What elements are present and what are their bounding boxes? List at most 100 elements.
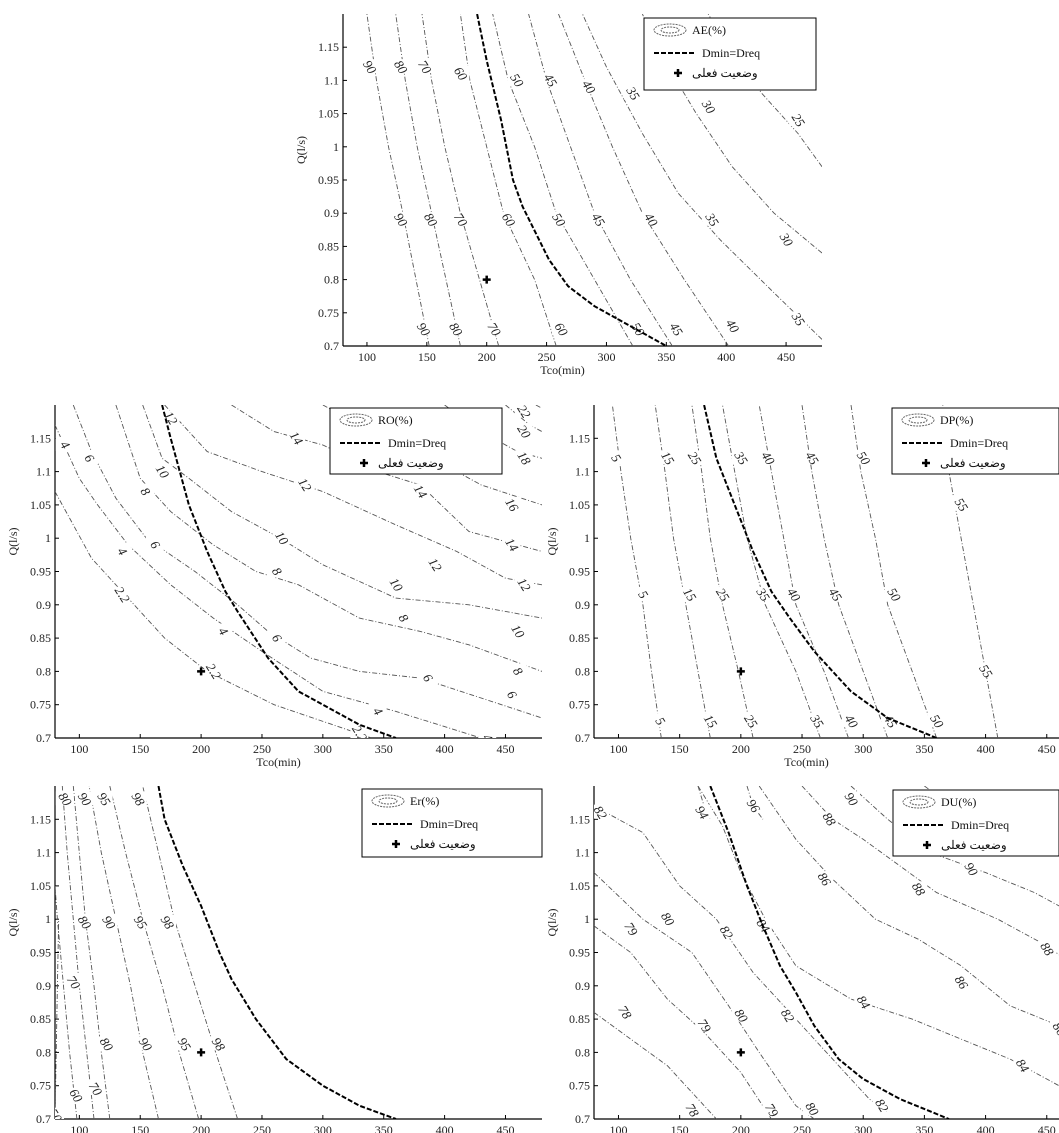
y-tick-label: 0.9 bbox=[36, 598, 51, 612]
legend-dmin-label: Dmin=Dreq bbox=[950, 436, 1008, 450]
contour-line-95 bbox=[109, 786, 200, 1119]
contour-line-80 bbox=[594, 872, 815, 1119]
contour-label-bg bbox=[267, 563, 286, 578]
contour-label-bg bbox=[418, 670, 437, 685]
y-tick-label: 0.95 bbox=[569, 946, 590, 960]
y-tick-label: 0.85 bbox=[30, 631, 51, 645]
legend-title: DP(%) bbox=[940, 413, 973, 427]
contour-label-bg bbox=[1050, 1021, 1059, 1036]
current-state-marker bbox=[482, 275, 491, 284]
dmin-dreq-curve bbox=[161, 405, 397, 738]
legend-point-swatch bbox=[922, 459, 930, 467]
legend-point-label: وضعیت فعلی bbox=[378, 456, 444, 470]
x-tick-label: 350 bbox=[657, 350, 675, 364]
y-tick-label: 0.85 bbox=[569, 1012, 590, 1026]
x-tick-label: 450 bbox=[496, 742, 514, 756]
x-tick-label: 150 bbox=[671, 1123, 689, 1133]
contour-line-80 bbox=[72, 786, 111, 1119]
contour-label-bg bbox=[131, 914, 150, 929]
contour-label-bg bbox=[75, 914, 94, 929]
y-tick-label: 0.75 bbox=[318, 306, 339, 320]
contour-label-bg bbox=[802, 450, 821, 465]
contour-label-bg bbox=[391, 211, 410, 226]
y-tick-label: 1.1 bbox=[36, 846, 51, 860]
x-tick-label: 350 bbox=[375, 742, 393, 756]
contour-label-bg bbox=[514, 450, 533, 465]
y-tick-label: 1.05 bbox=[569, 879, 590, 893]
contour-label-bg bbox=[112, 543, 131, 558]
contour-label-bg bbox=[153, 463, 172, 478]
chart-panel-ro: 100 150 200 250 300 350 400 450 0.7 0.75 0.8 0.85 0.… bbox=[6, 402, 542, 769]
y-tick-label: 1.1 bbox=[575, 465, 590, 479]
x-tick-label: 400 bbox=[717, 350, 735, 364]
legend-point-label: وضعیت فعلی bbox=[410, 837, 476, 851]
legend-point-swatch bbox=[674, 69, 682, 77]
x-tick-label: 300 bbox=[854, 742, 872, 756]
current-state-marker bbox=[197, 1048, 206, 1057]
y-tick-label: 0.7 bbox=[36, 731, 51, 745]
contour-label-bg bbox=[145, 536, 164, 551]
contour-label-bg bbox=[502, 536, 521, 551]
contour-label: 22 bbox=[514, 402, 534, 421]
contour-label-bg bbox=[713, 586, 732, 601]
x-tick-label: 400 bbox=[436, 742, 454, 756]
contour-label-bg bbox=[884, 586, 903, 601]
contour-label-bg bbox=[415, 59, 434, 74]
contour-label-bg bbox=[136, 483, 155, 498]
x-tick-label: 350 bbox=[375, 1123, 393, 1133]
legend-title: DU(%) bbox=[941, 795, 976, 809]
contour-label-bg bbox=[621, 921, 640, 936]
contour-line-40 bbox=[758, 405, 849, 738]
x-tick-label: 100 bbox=[358, 350, 376, 364]
y-tick-label: 0.75 bbox=[569, 698, 590, 712]
contour-label-bg bbox=[854, 450, 873, 465]
y-tick-label: 0.7 bbox=[575, 731, 590, 745]
contour-label-bg bbox=[607, 450, 626, 465]
contour-label-bg bbox=[854, 994, 873, 1009]
x-tick-label: 100 bbox=[70, 1123, 88, 1133]
x-tick-label: 400 bbox=[977, 742, 995, 756]
contour-line-35 bbox=[582, 14, 822, 340]
y-tick-label: 0.8 bbox=[324, 273, 339, 287]
chart-panel-er: 100 150 200 250 300 350 400 4500.70.750.80.850.… bbox=[6, 786, 543, 1133]
legend-contour-swatch bbox=[901, 413, 935, 427]
y-tick-label: 1 bbox=[584, 912, 590, 926]
y-axis-label: Q(l/s) bbox=[545, 528, 559, 556]
current-state-marker bbox=[197, 667, 206, 676]
contour-label-bg bbox=[909, 881, 928, 896]
y-tick-label: 1 bbox=[45, 912, 51, 926]
x-axis-label: Tco(min) bbox=[256, 755, 300, 769]
contour-line-50 bbox=[55, 919, 60, 1119]
x-tick-label: 200 bbox=[192, 742, 210, 756]
legend-contour-swatch-inner bbox=[909, 798, 929, 806]
y-tick-label: 0.75 bbox=[569, 1079, 590, 1093]
contour-label-bg bbox=[55, 791, 74, 806]
y-tick-label: 0.95 bbox=[569, 565, 590, 579]
contour-label-bg bbox=[841, 713, 860, 728]
plot-area: 9090908080807070706060605050504545454040… bbox=[360, 14, 822, 346]
contour-label-bg bbox=[927, 713, 946, 728]
contour-label-bg bbox=[425, 556, 444, 571]
contour-label-bg bbox=[952, 496, 971, 511]
legend-box bbox=[329, 407, 503, 475]
contour-label: 4 bbox=[480, 731, 496, 745]
contour-label-bg bbox=[64, 974, 83, 989]
legend-dmin-label: Dmin=Dreq bbox=[702, 46, 760, 60]
contour-label-bg bbox=[741, 713, 760, 728]
contour-label: 79 bbox=[762, 1101, 782, 1120]
contour-label-bg bbox=[623, 85, 642, 100]
y-tick-label: 0.85 bbox=[569, 631, 590, 645]
contour-line-98 bbox=[142, 786, 239, 1119]
legend-contour-swatch bbox=[371, 794, 405, 808]
y-tick-label: 0.85 bbox=[318, 239, 339, 253]
contour-label-bg bbox=[549, 211, 568, 226]
contour-label-bg bbox=[209, 1036, 228, 1051]
contour-label-bg bbox=[94, 791, 113, 806]
x-tick-label: 150 bbox=[131, 742, 149, 756]
contour-label-bg bbox=[446, 321, 465, 336]
contour-line-84 bbox=[697, 786, 1059, 1087]
contour-label-bg bbox=[484, 321, 503, 336]
legend-dmin-label: Dmin=Dreq bbox=[951, 818, 1009, 832]
y-tick-label: 0.8 bbox=[575, 664, 590, 678]
contour-label-bg bbox=[1013, 1057, 1032, 1072]
